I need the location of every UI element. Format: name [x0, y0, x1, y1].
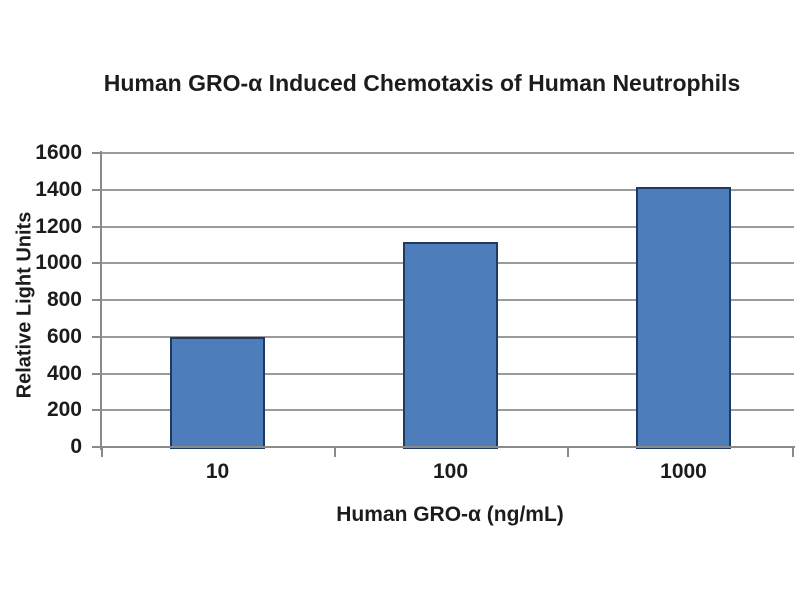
bar	[403, 242, 498, 449]
x-tick-mark	[101, 446, 103, 457]
y-tick-mark	[92, 152, 102, 154]
y-tick-label: 1200	[35, 214, 82, 238]
x-axis-line	[93, 446, 795, 448]
y-tick-label: 1400	[35, 177, 82, 201]
y-tick-label: 1000	[35, 251, 82, 275]
y-tick-label: 200	[46, 398, 82, 422]
y-tick-label: 0	[70, 435, 82, 458]
chart-title: Human GRO-α Induced Chemotaxis of Human …	[103, 70, 741, 96]
y-axis-line	[100, 151, 102, 450]
y-tick-mark	[92, 335, 102, 338]
y-tick-mark	[92, 262, 102, 265]
y-tick-mark	[92, 188, 102, 191]
bar	[636, 186, 731, 449]
y-tick-mark	[92, 299, 102, 301]
x-tick-label: 1000	[660, 460, 707, 483]
x-tick-label: 10	[205, 460, 230, 483]
gridline	[101, 152, 794, 154]
bar	[170, 336, 265, 449]
gridline	[101, 225, 794, 228]
x-axis-title: Human GRO-α (ng/mL)	[336, 503, 564, 526]
x-tick-mark	[567, 446, 569, 457]
y-tick-label: 400	[46, 361, 82, 385]
y-tick-mark	[92, 409, 102, 412]
x-tick-mark	[792, 446, 794, 457]
y-tick-mark	[92, 372, 102, 375]
x-tick-label: 100	[432, 460, 469, 483]
x-tick-mark	[334, 446, 336, 457]
y-tick-label: 800	[46, 288, 82, 311]
gridline	[101, 188, 794, 191]
y-tick-mark	[92, 225, 102, 228]
y-tick-label: 1600	[35, 141, 82, 164]
y-tick-label: 600	[46, 324, 82, 348]
